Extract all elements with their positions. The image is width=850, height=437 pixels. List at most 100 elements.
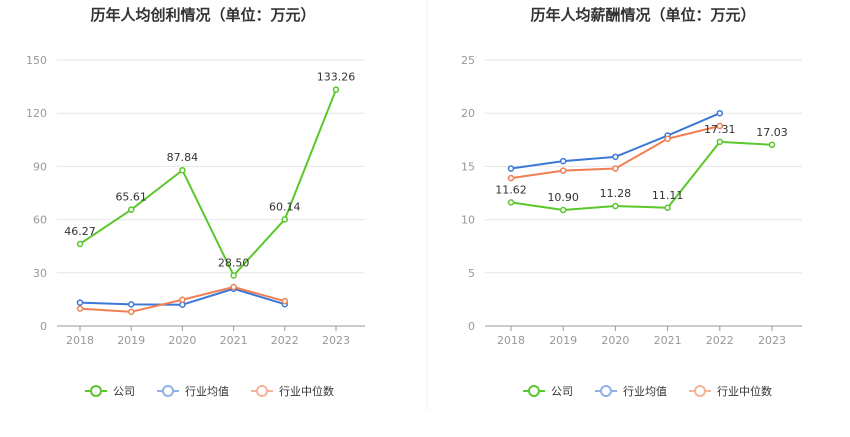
x-tick-label: 2021 [220, 334, 248, 347]
legend-label: 行业均值 [623, 385, 667, 398]
legend-item-industry-mean[interactable]: 行业均值 [595, 385, 667, 398]
data-point-industry-median[interactable] [230, 283, 237, 291]
data-point-industry-mean[interactable] [559, 157, 567, 165]
legend-item-industry-median[interactable]: 行业中位数 [689, 384, 772, 398]
x-tick-label: 2020 [601, 334, 629, 347]
chart-right: 历年人均薪酬情况（单位：万元） 0 5 10 15 20 25 2018 2019 2020 20… [461, 6, 802, 398]
data-point-company[interactable] [507, 199, 515, 206]
data-point-company[interactable] [230, 272, 237, 279]
x-tick-label: 2020 [168, 334, 196, 347]
legend-marker-icon [90, 385, 102, 397]
data-point-industry-median[interactable] [281, 297, 289, 305]
data-point-industry-median[interactable] [716, 122, 724, 130]
legend-label: 行业中位数 [717, 384, 772, 398]
legend-marker-icon [256, 385, 268, 397]
chart-left-title: 历年人均创利情况（单位：万元） [90, 6, 315, 24]
data-label: 28.50 [218, 256, 250, 269]
legend-marker-icon [600, 385, 612, 397]
x-tick-label: 2019 [549, 334, 577, 347]
data-point-industry-mean[interactable] [507, 165, 515, 172]
chart-right-series [507, 109, 776, 214]
y-tick-label: 25 [461, 54, 475, 67]
data-point-company[interactable] [179, 166, 186, 174]
data-label: 17.03 [756, 126, 788, 139]
data-point-industry-median[interactable] [559, 167, 567, 174]
data-label: 11.11 [652, 189, 684, 202]
y-tick-label: 90 [33, 160, 47, 173]
data-point-company[interactable] [716, 138, 724, 146]
legend-item-industry-mean[interactable]: 行业均值 [157, 385, 229, 398]
x-tick-label: 2023 [758, 334, 786, 347]
x-tick-label: 2022 [706, 334, 734, 347]
y-tick-label: 150 [26, 54, 47, 67]
y-tick-label: 60 [33, 214, 47, 227]
chart-left-series [76, 86, 340, 316]
legend-label: 行业中位数 [279, 384, 334, 398]
legend-marker-icon [528, 385, 540, 397]
x-tick-label: 2022 [271, 334, 299, 347]
chart-right-legend[interactable]: 公司 行业均值 行业中位数 [523, 384, 772, 398]
data-point-industry-median[interactable] [612, 165, 619, 172]
legend-label: 公司 [551, 385, 573, 398]
data-point-industry-mean[interactable] [612, 153, 619, 161]
data-point-industry-mean[interactable] [716, 109, 724, 117]
data-point-company[interactable] [127, 206, 135, 213]
data-label: 11.28 [600, 187, 632, 200]
x-tick-label: 2018 [497, 334, 525, 347]
data-point-industry-median[interactable] [664, 135, 671, 142]
y-tick-label: 15 [461, 160, 475, 173]
y-tick-label: 30 [33, 267, 47, 280]
y-tick-label: 0 [40, 320, 47, 333]
data-point-industry-mean[interactable] [127, 301, 135, 308]
series-line-company [510, 140, 773, 212]
legend-item-company[interactable]: 公司 [523, 385, 573, 398]
data-point-industry-median[interactable] [76, 305, 84, 312]
data-point-company[interactable] [664, 204, 671, 212]
series-line-industry-mean [510, 112, 721, 170]
data-point-industry-median[interactable] [179, 296, 186, 304]
x-tick-label: 2019 [117, 334, 145, 347]
data-point-industry-median[interactable] [127, 308, 135, 316]
x-tick-label: 2021 [654, 334, 682, 347]
chart-left: 历年人均创利情况（单位：万元） 0 30 60 90 120 150 2018 2019 202… [26, 6, 365, 398]
data-point-company[interactable] [76, 240, 84, 248]
data-label: 133.26 [317, 71, 356, 84]
data-label: 10.90 [547, 191, 579, 204]
data-point-company[interactable] [768, 141, 776, 149]
data-label: 87.84 [167, 151, 199, 164]
data-label: 46.27 [64, 225, 96, 238]
y-tick-label: 5 [468, 267, 475, 280]
data-point-industry-median[interactable] [507, 174, 515, 182]
chart-left-legend[interactable]: 公司 行业均值 行业中位数 [85, 384, 334, 398]
data-label: 65.61 [115, 191, 147, 204]
data-label: 60.14 [269, 200, 301, 213]
series-line-company [79, 88, 337, 277]
data-label: 17.31 [704, 123, 736, 136]
legend-marker-icon [162, 385, 174, 397]
legend-marker-icon [694, 385, 706, 397]
chart-right-axis: 0 5 10 15 20 25 2018 2019 2020 2021 2022 2023 [461, 54, 802, 347]
y-tick-label: 10 [461, 214, 475, 227]
legend-label: 公司 [113, 385, 135, 398]
chart-left-labels: 46.27 65.61 87.84 28.50 60.14 133.26 [64, 71, 355, 270]
data-point-company[interactable] [559, 206, 567, 214]
x-tick-label: 2023 [322, 334, 350, 347]
chart-right-title: 历年人均薪酬情况（单位：万元） [530, 6, 755, 24]
data-point-company[interactable] [612, 202, 619, 210]
data-label: 11.62 [495, 183, 527, 196]
chart-left-axis: 0 30 60 90 120 150 2018 2019 2020 2021 2022 2023 [26, 54, 365, 347]
x-tick-label: 2018 [66, 334, 94, 347]
legend-label: 行业均值 [185, 385, 229, 398]
y-tick-label: 0 [468, 320, 475, 333]
y-tick-label: 120 [26, 107, 47, 120]
chart-left-grid [57, 59, 365, 274]
chart-right-labels: 11.62 10.90 11.28 11.11 17.31 17.03 [495, 123, 788, 204]
chart-right-grid [485, 59, 802, 274]
legend-item-industry-median[interactable]: 行业中位数 [251, 384, 334, 398]
legend-item-company[interactable]: 公司 [85, 385, 135, 398]
data-point-company[interactable] [332, 86, 340, 93]
data-point-company[interactable] [281, 216, 289, 223]
y-tick-label: 20 [461, 107, 475, 120]
data-point-industry-mean[interactable] [76, 299, 84, 306]
